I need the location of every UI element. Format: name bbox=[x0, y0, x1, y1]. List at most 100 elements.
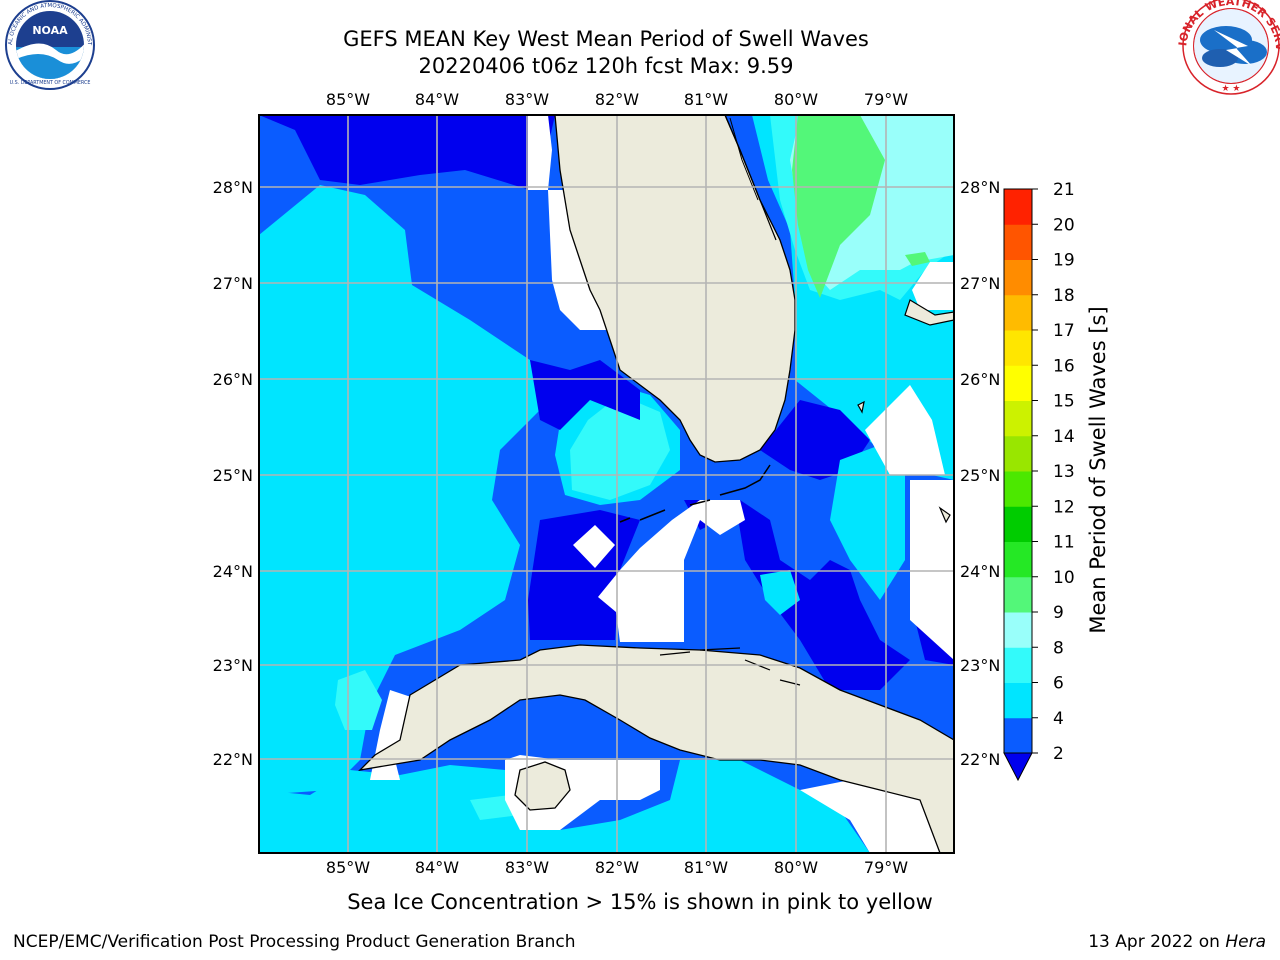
swell-4-6-straits bbox=[760, 570, 800, 615]
nws-logo: NATIONAL WEATHER SERVICE ★ ★ bbox=[0, 0, 1280, 95]
colorbar-tick-label: 15 bbox=[1053, 392, 1075, 412]
colorbar-segment bbox=[1004, 330, 1032, 366]
colorbar-tick-label: 18 bbox=[1053, 286, 1075, 306]
colorbar-segment bbox=[1004, 259, 1032, 296]
lat-ticks-left: 28°N 27°N 26°N 25°N 24°N 23°N 22°N bbox=[213, 178, 253, 769]
swell-9-10-atlantic bbox=[792, 115, 885, 298]
florida-keys bbox=[619, 464, 771, 523]
nodata-east bbox=[910, 480, 954, 660]
swell-4-6-west bbox=[259, 185, 540, 795]
noaa-logo-text: NOAA bbox=[32, 24, 68, 37]
bahamas-islands bbox=[857, 299, 954, 524]
lon-tick: 79°W bbox=[864, 90, 908, 109]
lon-tick: 82°W bbox=[595, 90, 639, 109]
colorbar-segment bbox=[1004, 612, 1032, 648]
swell-4-6-south bbox=[259, 760, 870, 853]
lat-tick: 24°N bbox=[213, 562, 253, 581]
colorbar-tick-label: 11 bbox=[1053, 533, 1075, 553]
map-frame bbox=[258, 114, 955, 854]
lat-tick: 23°N bbox=[213, 656, 253, 675]
lon-tick: 83°W bbox=[505, 858, 549, 877]
swell-6-8-center bbox=[570, 395, 670, 500]
footer-credit: NCEP/EMC/Verification Post Processing Pr… bbox=[13, 932, 576, 952]
colorbar-segment bbox=[1004, 506, 1032, 542]
colorbar-tick-label: 16 bbox=[1053, 356, 1075, 376]
colorbar-tick-label: 10 bbox=[1053, 568, 1075, 588]
colorbar-tick-label: 4 bbox=[1053, 709, 1064, 729]
lat-tick: 26°N bbox=[960, 370, 1000, 389]
colorbar-segment bbox=[1004, 647, 1032, 683]
colorbar-segment bbox=[1004, 576, 1032, 613]
chart-subtitle: 20220406 t06z 120h fcst Max: 9.59 bbox=[418, 54, 794, 78]
swell-9-10-patch bbox=[905, 252, 930, 266]
lat-tick: 26°N bbox=[213, 370, 253, 389]
sea-ice-note: Sea Ice Concentration > 15% is shown in … bbox=[347, 890, 933, 914]
swell-lt2-north bbox=[259, 115, 555, 190]
lon-ticks-bottom: 85°W 84°W 83°W 82°W 81°W 80°W 79°W bbox=[326, 858, 908, 877]
lon-tick: 83°W bbox=[505, 90, 549, 109]
nws-stars-icon: ★ ★ bbox=[1222, 84, 1241, 94]
lon-tick: 82°W bbox=[595, 858, 639, 877]
colorbar-segment bbox=[1004, 717, 1032, 754]
colorbar-tick-label: 21 bbox=[1053, 180, 1075, 200]
colorbar-tick-label: 14 bbox=[1053, 427, 1075, 447]
lat-tick: 25°N bbox=[213, 466, 253, 485]
colorbar-segment bbox=[1004, 471, 1032, 507]
lat-tick: 28°N bbox=[960, 178, 1000, 197]
lat-tick: 27°N bbox=[960, 274, 1000, 293]
lon-tick: 81°W bbox=[684, 858, 728, 877]
lat-tick: 22°N bbox=[213, 750, 253, 769]
lon-tick: 79°W bbox=[864, 858, 908, 877]
swell-lt2-center bbox=[530, 360, 640, 430]
swell-6-8-west bbox=[335, 670, 382, 730]
cuba-land bbox=[358, 644, 954, 853]
lat-tick: 23°N bbox=[960, 656, 1000, 675]
nws-ring-text: NATIONAL WEATHER SERVICE bbox=[0, 0, 1280, 52]
chart-title: GEFS MEAN Key West Mean Period of Swell … bbox=[343, 27, 869, 51]
colorbar-tick-label: 12 bbox=[1053, 497, 1075, 517]
lat-tick: 25°N bbox=[960, 466, 1000, 485]
lat-tick: 22°N bbox=[960, 750, 1000, 769]
noaa-logo: NOAA NATIONAL OCEANIC AND ATMOSPHERIC AD… bbox=[0, 0, 95, 90]
lon-tick: 85°W bbox=[326, 90, 370, 109]
colorbar-label: Mean Period of Swell Waves [s] bbox=[1086, 306, 1110, 633]
colorbar-tick-label: 13 bbox=[1053, 462, 1075, 482]
lon-ticks-top: 85°W 84°W 83°W 82°W 81°W 80°W 79°W bbox=[326, 90, 908, 109]
lon-tick: 84°W bbox=[415, 858, 459, 877]
noaa-bottom-text: U.S. DEPARTMENT OF COMMERCE bbox=[10, 80, 91, 86]
colorbar-segment bbox=[1004, 365, 1032, 401]
footer-date: 13 Apr 2022 on Hera bbox=[1088, 932, 1266, 952]
nodata-diamond bbox=[573, 525, 615, 568]
colorbar-tick-label: 20 bbox=[1053, 215, 1075, 235]
colorbar-ticks: 2 4 6 8 9 10 11 12 13 14 15 16 17 18 19 20 21 bbox=[1032, 180, 1075, 764]
colorbar-under-triangle bbox=[1003, 752, 1033, 782]
footer-host: Hera bbox=[1225, 932, 1266, 952]
colorbar bbox=[1003, 188, 1033, 782]
colorbar-tick-label: 17 bbox=[1053, 321, 1075, 341]
footer-date-text: 13 Apr 2022 on bbox=[1088, 932, 1220, 952]
colorbar-tick-label: 8 bbox=[1053, 638, 1064, 658]
colorbar-tick-label: 19 bbox=[1053, 251, 1075, 271]
lon-tick: 80°W bbox=[774, 858, 818, 877]
colorbar-segment bbox=[1004, 189, 1032, 225]
lon-tick: 85°W bbox=[326, 858, 370, 877]
colorbar-segment bbox=[1004, 224, 1032, 260]
colorbar-tick-label: 9 bbox=[1053, 603, 1064, 623]
lat-tick: 28°N bbox=[213, 178, 253, 197]
colorbar-segment bbox=[1004, 682, 1032, 719]
nodata-nw bbox=[528, 115, 552, 190]
lat-tick: 27°N bbox=[213, 274, 253, 293]
colorbar-segment bbox=[1004, 294, 1032, 331]
colorbar-tick-label: 2 bbox=[1053, 744, 1064, 764]
florida-land bbox=[554, 115, 796, 463]
lon-tick: 84°W bbox=[415, 90, 459, 109]
colorbar-tick-label: 6 bbox=[1053, 674, 1064, 694]
nodata-grand-bahama bbox=[912, 262, 954, 310]
map-area bbox=[259, 115, 954, 853]
lat-ticks-right: 28°N 27°N 26°N 25°N 24°N 23°N 22°N bbox=[960, 178, 1000, 769]
lat-tick: 24°N bbox=[960, 562, 1000, 581]
isla-juventud bbox=[514, 761, 571, 811]
colorbar-segment bbox=[1004, 400, 1032, 437]
map-gridlines bbox=[259, 115, 954, 853]
lon-tick: 81°W bbox=[684, 90, 728, 109]
